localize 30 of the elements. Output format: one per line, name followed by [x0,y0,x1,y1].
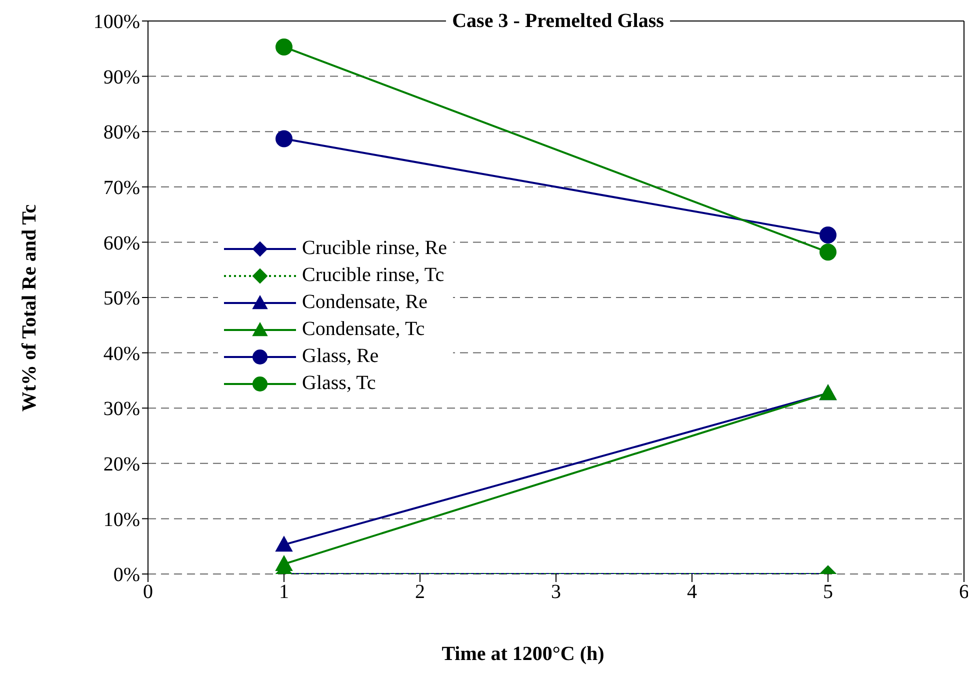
point [820,244,836,261]
point [820,226,836,244]
point [276,130,292,148]
legend-label: Glass, Re [302,345,379,368]
y-tick-label: 40% [103,342,140,365]
x-axis-title: Time at 1200°C (h) [440,643,606,666]
legend-label: Condensate, Tc [302,318,425,341]
y-tick-label: 80% [103,122,140,144]
y-tick-label: 20% [103,454,140,476]
legend-label: Glass, Tc [302,372,376,395]
chart-title: Case 3 - Premelted Glass [446,10,670,32]
y-tick-label: 10% [103,508,140,531]
y-axis-title: Wt% of Total Re and Tc [18,204,42,412]
legend-label: Crucible rinse, Re [302,237,447,260]
x-tick-label: 5 [823,581,833,604]
point [276,38,292,56]
y-tick-label: 100% [93,11,140,34]
y-tick-label: 50% [103,288,140,310]
y-tick-label: 90% [103,66,140,88]
x-tick-label: 1 [279,581,289,604]
y-tick-label: 60% [103,232,140,254]
legend-label: Crucible rinse, Tc [302,264,444,287]
y-tick-label: 70% [103,177,140,199]
x-tick-label: 3 [551,581,561,604]
y-tick-label: 30% [103,398,140,420]
x-tick-label: 0 [143,581,153,604]
x-tick-label: 2 [415,581,425,604]
legend-label: Condensate, Re [302,291,428,314]
y-tick-label: 0% [113,564,140,586]
x-tick-label: 4 [687,581,697,604]
